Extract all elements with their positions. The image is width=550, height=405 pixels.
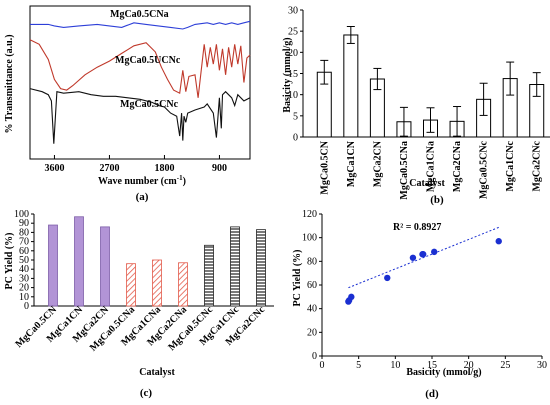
- ftir-y-axis-label: % Transmittance (a.u.): [4, 34, 15, 133]
- pc-yield-bar: [126, 263, 136, 307]
- panel-a-caption: (a): [136, 191, 149, 203]
- pc-yield-y-tick-label: 10: [19, 292, 29, 303]
- ftir-x-axis-label: Wave number (cm-1): [98, 174, 186, 187]
- scatter-x-axis-label: Basicity (mmol/g): [406, 367, 481, 378]
- pc-yield-y-tick-label: 50: [19, 255, 29, 266]
- scatter-x-tick-label: 5: [356, 360, 361, 371]
- basicity-y-tick-label: 20: [288, 48, 298, 59]
- ftir-series-label: MgCa0.5CNc: [120, 99, 179, 110]
- ftir-x-tick-label: 2700: [99, 163, 119, 174]
- scatter-x-tick-label: 20: [464, 360, 474, 371]
- scatter-point: [409, 254, 417, 261]
- scatter-y-tick-label: 100: [302, 233, 317, 244]
- pc-yield-bar: [100, 226, 110, 307]
- pc-yield-y-tick-label: 80: [19, 227, 29, 238]
- pc-yield-bar: [48, 224, 58, 307]
- ftir-series-line-0: [30, 20, 251, 30]
- ftir-x-tick-label: 1800: [154, 163, 174, 174]
- ftir-x-tick-label: 3600: [44, 163, 64, 174]
- scatter-y-tick-label: 120: [302, 209, 317, 220]
- basicity-y-tick-label: 30: [288, 6, 298, 17]
- ftir-panel: 3600 2700 1800 900 MgCa0.5CNa MgCa0.5UCNc MgC…: [4, 5, 251, 203]
- panel-d-caption: (d): [425, 388, 439, 400]
- pc-yield-y-tick-label: 60: [19, 246, 29, 257]
- pc-yield-y-axis-label: PC Yield (%): [4, 232, 15, 289]
- pc-yield-bar: [152, 259, 162, 307]
- pc-yield-y-tick-label: 20: [19, 283, 29, 294]
- pc-yield-bar: [178, 262, 188, 307]
- basicity-y-tick-label: 0: [293, 133, 298, 144]
- pc-yield-y-tick-label: 30: [19, 273, 29, 284]
- ftir-plot-frame: [29, 5, 251, 160]
- pc-yield-bar: [204, 244, 214, 307]
- basicity-bar: [343, 34, 359, 138]
- pc-yield-y-tick-label: 90: [19, 218, 29, 229]
- basicity-y-tick-label: 10: [288, 90, 298, 101]
- trend-line: [348, 226, 499, 289]
- basicity-y-tick-label: 15: [288, 69, 298, 80]
- basicity-category-label: MgCa2CNc: [532, 140, 543, 191]
- basicity-category-label: MgCa1CNa: [426, 141, 437, 192]
- scatter-y-axis-label: PC Yield (%): [292, 249, 303, 306]
- scatter-y-tick-label: 40: [307, 304, 317, 315]
- pc-yield-y-tick-label: 70: [19, 237, 29, 248]
- basicity-category-label: MgCa2CN: [372, 140, 383, 187]
- scatter-point: [431, 248, 438, 256]
- scatter-y-tick-label: 0: [312, 351, 317, 362]
- scatter-x-tick-label: 10: [390, 360, 400, 371]
- scatter-x-tick-label: 15: [427, 360, 437, 371]
- scatter-point: [420, 251, 427, 258]
- pc-yield-x-axis-label: Catalyst: [139, 367, 175, 378]
- scatter-x-tick-label: 25: [500, 360, 510, 371]
- panel-b-caption: (b): [430, 194, 444, 206]
- ftir-series-line-1: [29, 39, 251, 98]
- scatter-y-tick-label: 60: [307, 280, 317, 291]
- scatter-x-tick-label: 30: [537, 360, 547, 371]
- basicity-category-label: MgCa1CNc: [505, 140, 516, 191]
- pc-yield-bar: [74, 216, 84, 307]
- panel-c-caption: (c): [140, 387, 153, 399]
- scatter-y-tick-label: 20: [307, 327, 317, 338]
- scatter-point: [495, 238, 502, 245]
- basicity-x-axis-label: Catalyst: [409, 178, 445, 189]
- ftir-series-label: MgCa0.5UCNc: [115, 55, 181, 66]
- basicity-y-tick-label: 5: [293, 111, 298, 122]
- scatter-panel: 0 20 40 60 80 100 120 0 5 10 15 20 25 30 PC Yield (%)…: [292, 209, 547, 400]
- pc-yield-bar: [230, 226, 240, 307]
- basicity-category-label: MgCa2CNa: [452, 141, 463, 192]
- basicity-category-label: MgCa1CN: [346, 140, 357, 187]
- basicity-category-label: MgCa0.5CNc: [479, 140, 490, 199]
- pc-yield-y-tick-label: 100: [14, 209, 29, 220]
- r-squared-annotation: R² = 0.8927: [393, 222, 441, 233]
- pc-yield-y-tick-label: 40: [19, 264, 29, 275]
- basicity-category-label: MgCa0.5CN: [319, 140, 330, 194]
- basicity-panel: 0 5 10 15 20 25 30 MgCa0.5CN MgCa1CN MgCa2CN MgCa…: [282, 6, 550, 206]
- scatter-point: [384, 274, 391, 282]
- pc-yield-bar: [256, 229, 266, 307]
- basicity-category-label: MgCa0.5CNa: [399, 141, 410, 200]
- basicity-y-axis-label: Basicity (mmol/g): [282, 37, 293, 112]
- scatter-point: [348, 293, 355, 301]
- ftir-x-tick-label: 900: [212, 163, 227, 174]
- basicity-y-tick-label: 25: [288, 27, 298, 38]
- scatter-y-tick-label: 80: [307, 256, 317, 267]
- ftir-series-label: MgCa0.5CNa: [110, 9, 169, 20]
- scatter-x-tick-label: 0: [320, 360, 325, 371]
- ftir-series-line-2: [29, 88, 251, 144]
- pc-yield-y-tick-label: 0: [24, 301, 29, 312]
